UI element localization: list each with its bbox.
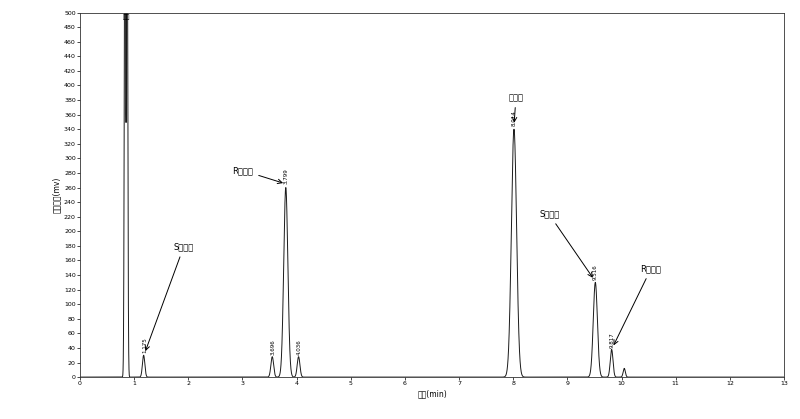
Text: 4.036: 4.036 — [297, 339, 302, 355]
Text: S型原料: S型原料 — [146, 243, 194, 350]
Text: R型产物: R型产物 — [614, 264, 662, 344]
Text: 已知: 已知 — [122, 14, 130, 20]
Text: 3.799: 3.799 — [283, 168, 288, 184]
Text: S型产物: S型产物 — [539, 210, 592, 277]
Text: 9.817: 9.817 — [610, 332, 615, 348]
Text: 十二烷: 十二烷 — [509, 93, 523, 122]
Text: 9.516: 9.516 — [593, 264, 598, 280]
Text: R型原料: R型原料 — [233, 166, 282, 184]
Text: 8.014: 8.014 — [512, 110, 517, 126]
X-axis label: 时间(min): 时间(min) — [417, 389, 447, 398]
Text: 3.696: 3.696 — [270, 339, 275, 355]
Y-axis label: 信号强度(mv): 信号强度(mv) — [52, 177, 61, 213]
Text: 1.175: 1.175 — [142, 337, 147, 353]
